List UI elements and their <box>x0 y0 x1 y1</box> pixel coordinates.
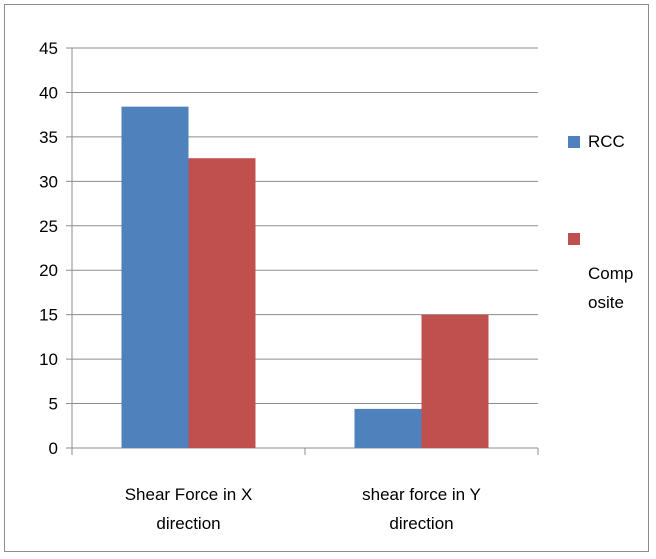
y-tick-label: 10 <box>39 350 58 369</box>
legend: RCC Comp osite <box>568 132 633 312</box>
legend-swatch-rcc <box>568 136 580 148</box>
y-tick-label: 35 <box>39 128 58 147</box>
category-label: direction <box>156 514 220 533</box>
category-labels: Shear Force in X direction shear force in … <box>125 485 481 533</box>
y-tick-label: 20 <box>39 261 58 280</box>
y-tick-label: 45 <box>39 39 58 58</box>
y-tick-labels: 0 5 10 15 20 25 30 35 40 45 <box>39 39 58 458</box>
y-tick-label: 30 <box>39 172 58 191</box>
bar-composite-1 <box>188 158 256 448</box>
legend-swatch-composite <box>568 233 580 245</box>
y-tick-label: 25 <box>39 217 58 236</box>
category-label: shear force in Y <box>362 485 481 504</box>
category-label: direction <box>389 514 453 533</box>
bars <box>121 106 489 449</box>
chart-frame <box>4 4 649 552</box>
bar-composite-2 <box>421 314 489 448</box>
y-tick-label: 5 <box>49 395 58 414</box>
bar-rcc-1 <box>121 106 189 449</box>
y-tick-label: 0 <box>49 439 58 458</box>
y-tick-label: 40 <box>39 83 58 102</box>
bar-rcc-2 <box>354 408 422 448</box>
legend-label: RCC <box>588 132 625 151</box>
legend-label: osite <box>588 293 624 312</box>
category-label: Shear Force in X <box>125 485 253 504</box>
legend-label: Comp <box>588 264 633 283</box>
y-tick-label: 15 <box>39 306 58 325</box>
